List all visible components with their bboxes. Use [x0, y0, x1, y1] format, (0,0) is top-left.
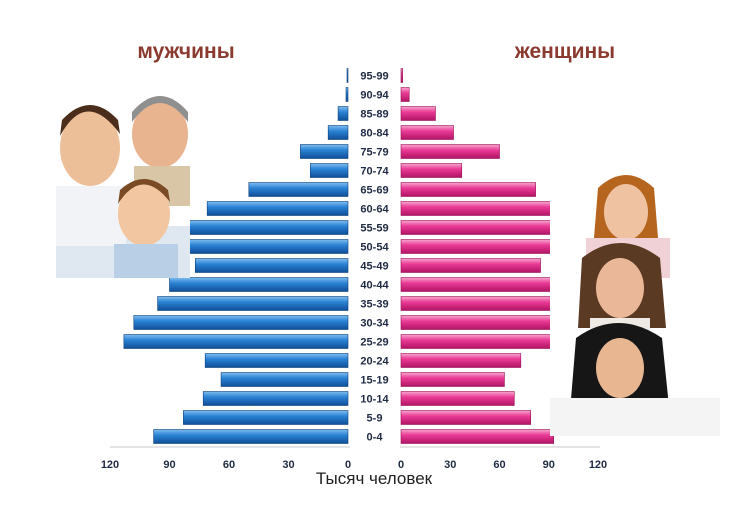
women-bar-40-44 [400, 277, 564, 292]
men-bar-45-49 [194, 258, 349, 273]
men-bar-70-74 [310, 163, 349, 178]
age-label-0-4: 0-4 [367, 432, 384, 444]
women-bar-70-74 [400, 163, 463, 178]
women-axis-ticks: 120 90 60 30 0 [398, 459, 607, 471]
women-bars [400, 68, 584, 444]
women-bar-15-19 [400, 372, 505, 387]
women-tick-60: 60 [493, 459, 505, 471]
women-bar-0-4 [400, 429, 554, 444]
men-tick-120: 120 [101, 459, 119, 471]
men-bar-15-19 [220, 372, 349, 387]
age-label-55-59: 55-59 [360, 223, 388, 235]
age-labels: 95-99 90-94 85-89 80-84 75-79 70-74 65-69 60-64… [360, 71, 389, 444]
men-bar-50-54 [185, 239, 349, 254]
women-bar-20-24 [400, 353, 522, 368]
women-bar-90-94 [400, 87, 410, 102]
men-bar-20-24 [204, 353, 349, 368]
women-bar-95-99 [400, 68, 403, 83]
men-bar-90-94 [345, 87, 349, 102]
women-tick-120: 120 [589, 459, 607, 471]
men-bar-35-39 [157, 296, 349, 311]
men-bar-5-9 [183, 410, 349, 425]
women-title: женщины [514, 40, 615, 63]
women-bar-60-64 [400, 201, 574, 216]
men-bar-25-29 [123, 334, 349, 349]
men-bar-60-64 [206, 201, 349, 216]
age-label-5-9: 5-9 [367, 413, 383, 425]
age-label-90-94: 90-94 [360, 90, 389, 102]
age-label-40-44: 40-44 [360, 280, 389, 292]
women-bar-80-84 [400, 125, 454, 140]
women-tick-90: 90 [543, 459, 555, 471]
men-bar-85-89 [337, 106, 349, 121]
women-bar-10-14 [400, 391, 515, 406]
age-label-95-99: 95-99 [360, 71, 388, 83]
age-label-60-64: 60-64 [360, 204, 389, 216]
men-bar-30-34 [133, 315, 349, 330]
women-bar-65-69 [400, 182, 536, 197]
age-label-45-49: 45-49 [360, 261, 388, 273]
age-label-25-29: 25-29 [360, 337, 388, 349]
men-axis-ticks: 120 90 60 30 0 [101, 459, 351, 471]
age-label-20-24: 20-24 [360, 356, 389, 368]
age-label-85-89: 85-89 [360, 109, 388, 121]
men-bar-55-59 [177, 220, 349, 235]
men-title: мужчины [137, 40, 234, 63]
women-bar-45-49 [400, 258, 541, 273]
men-bar-0-4 [153, 429, 349, 444]
age-label-65-69: 65-69 [360, 185, 388, 197]
women-bar-5-9 [400, 410, 531, 425]
men-bar-95-99 [346, 68, 349, 83]
age-label-80-84: 80-84 [360, 128, 389, 140]
men-bar-10-14 [202, 391, 349, 406]
men-tick-90: 90 [163, 459, 175, 471]
x-axis-unit-label: Тысяч человек [316, 469, 433, 488]
age-label-75-79: 75-79 [360, 147, 388, 159]
age-label-70-74: 70-74 [360, 166, 389, 178]
age-label-35-39: 35-39 [360, 299, 388, 311]
men-family-photo [56, 86, 190, 278]
women-bar-85-89 [400, 106, 436, 121]
men-bar-40-44 [169, 277, 349, 292]
women-family-photo [550, 168, 720, 436]
men-tick-0: 0 [345, 459, 351, 471]
women-tick-30: 30 [444, 459, 456, 471]
women-tick-0: 0 [398, 459, 404, 471]
men-tick-30: 30 [282, 459, 294, 471]
women-bar-50-54 [400, 239, 563, 254]
men-bar-80-84 [327, 125, 349, 140]
men-bars [123, 68, 349, 444]
men-bar-65-69 [248, 182, 349, 197]
women-bar-75-79 [400, 144, 500, 159]
age-label-50-54: 50-54 [360, 242, 389, 254]
men-bar-75-79 [300, 144, 349, 159]
women-bar-35-39 [400, 296, 568, 311]
age-label-10-14: 10-14 [360, 394, 389, 406]
age-label-15-19: 15-19 [360, 375, 388, 387]
men-tick-60: 60 [223, 459, 235, 471]
age-label-30-34: 30-34 [360, 318, 389, 330]
